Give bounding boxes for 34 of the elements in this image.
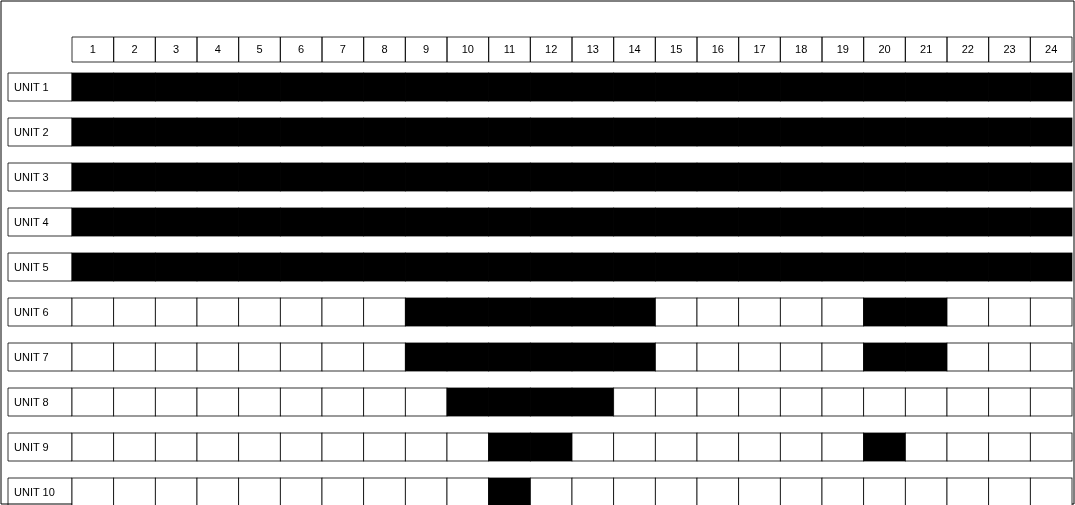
x-tick-label: 7	[339, 43, 346, 55]
y-tick-label: UNIT 5	[14, 261, 49, 273]
x-tick-label: 17	[753, 43, 766, 55]
x-tick-label: 2	[131, 43, 138, 55]
x-tick-label: 1	[89, 43, 96, 55]
x-tick-label: 9	[423, 43, 430, 55]
y-tick-label: UNIT 9	[14, 441, 49, 453]
x-tick-label: 23	[1003, 43, 1016, 55]
y-tick-label: UNIT 7	[14, 351, 49, 363]
x-tick-label: 6	[298, 43, 305, 55]
y-tick-label: UNIT 8	[14, 396, 49, 408]
x-tick-label: 15	[670, 43, 683, 55]
x-tick-label: 14	[628, 43, 641, 55]
y-tick-label: UNIT 1	[14, 81, 49, 93]
x-tick-label: 19	[836, 43, 849, 55]
x-tick-label: 3	[173, 43, 180, 55]
x-tick-label: 10	[461, 43, 474, 55]
y-tick-label: UNIT 10	[14, 486, 55, 498]
x-tick-label: 12	[545, 43, 558, 55]
y-tick-label: UNIT 2	[14, 126, 49, 138]
x-tick-label: 22	[961, 43, 974, 55]
x-tick-label: 24	[1045, 43, 1058, 55]
x-tick-label: 4	[214, 43, 221, 55]
x-tick-label: 20	[878, 43, 891, 55]
x-tick-label: 11	[503, 43, 516, 55]
y-tick-label: UNIT 4	[14, 216, 49, 228]
x-tick-label: 16	[711, 43, 724, 55]
y-tick-label: UNIT 3	[14, 171, 49, 183]
x-tick-label: 18	[795, 43, 808, 55]
x-tick-label: 21	[920, 43, 933, 55]
y-tick-label: UNIT 6	[14, 306, 49, 318]
x-tick-label: 8	[381, 43, 388, 55]
x-tick-label: 13	[586, 43, 599, 55]
x-tick-label: 5	[256, 43, 263, 55]
